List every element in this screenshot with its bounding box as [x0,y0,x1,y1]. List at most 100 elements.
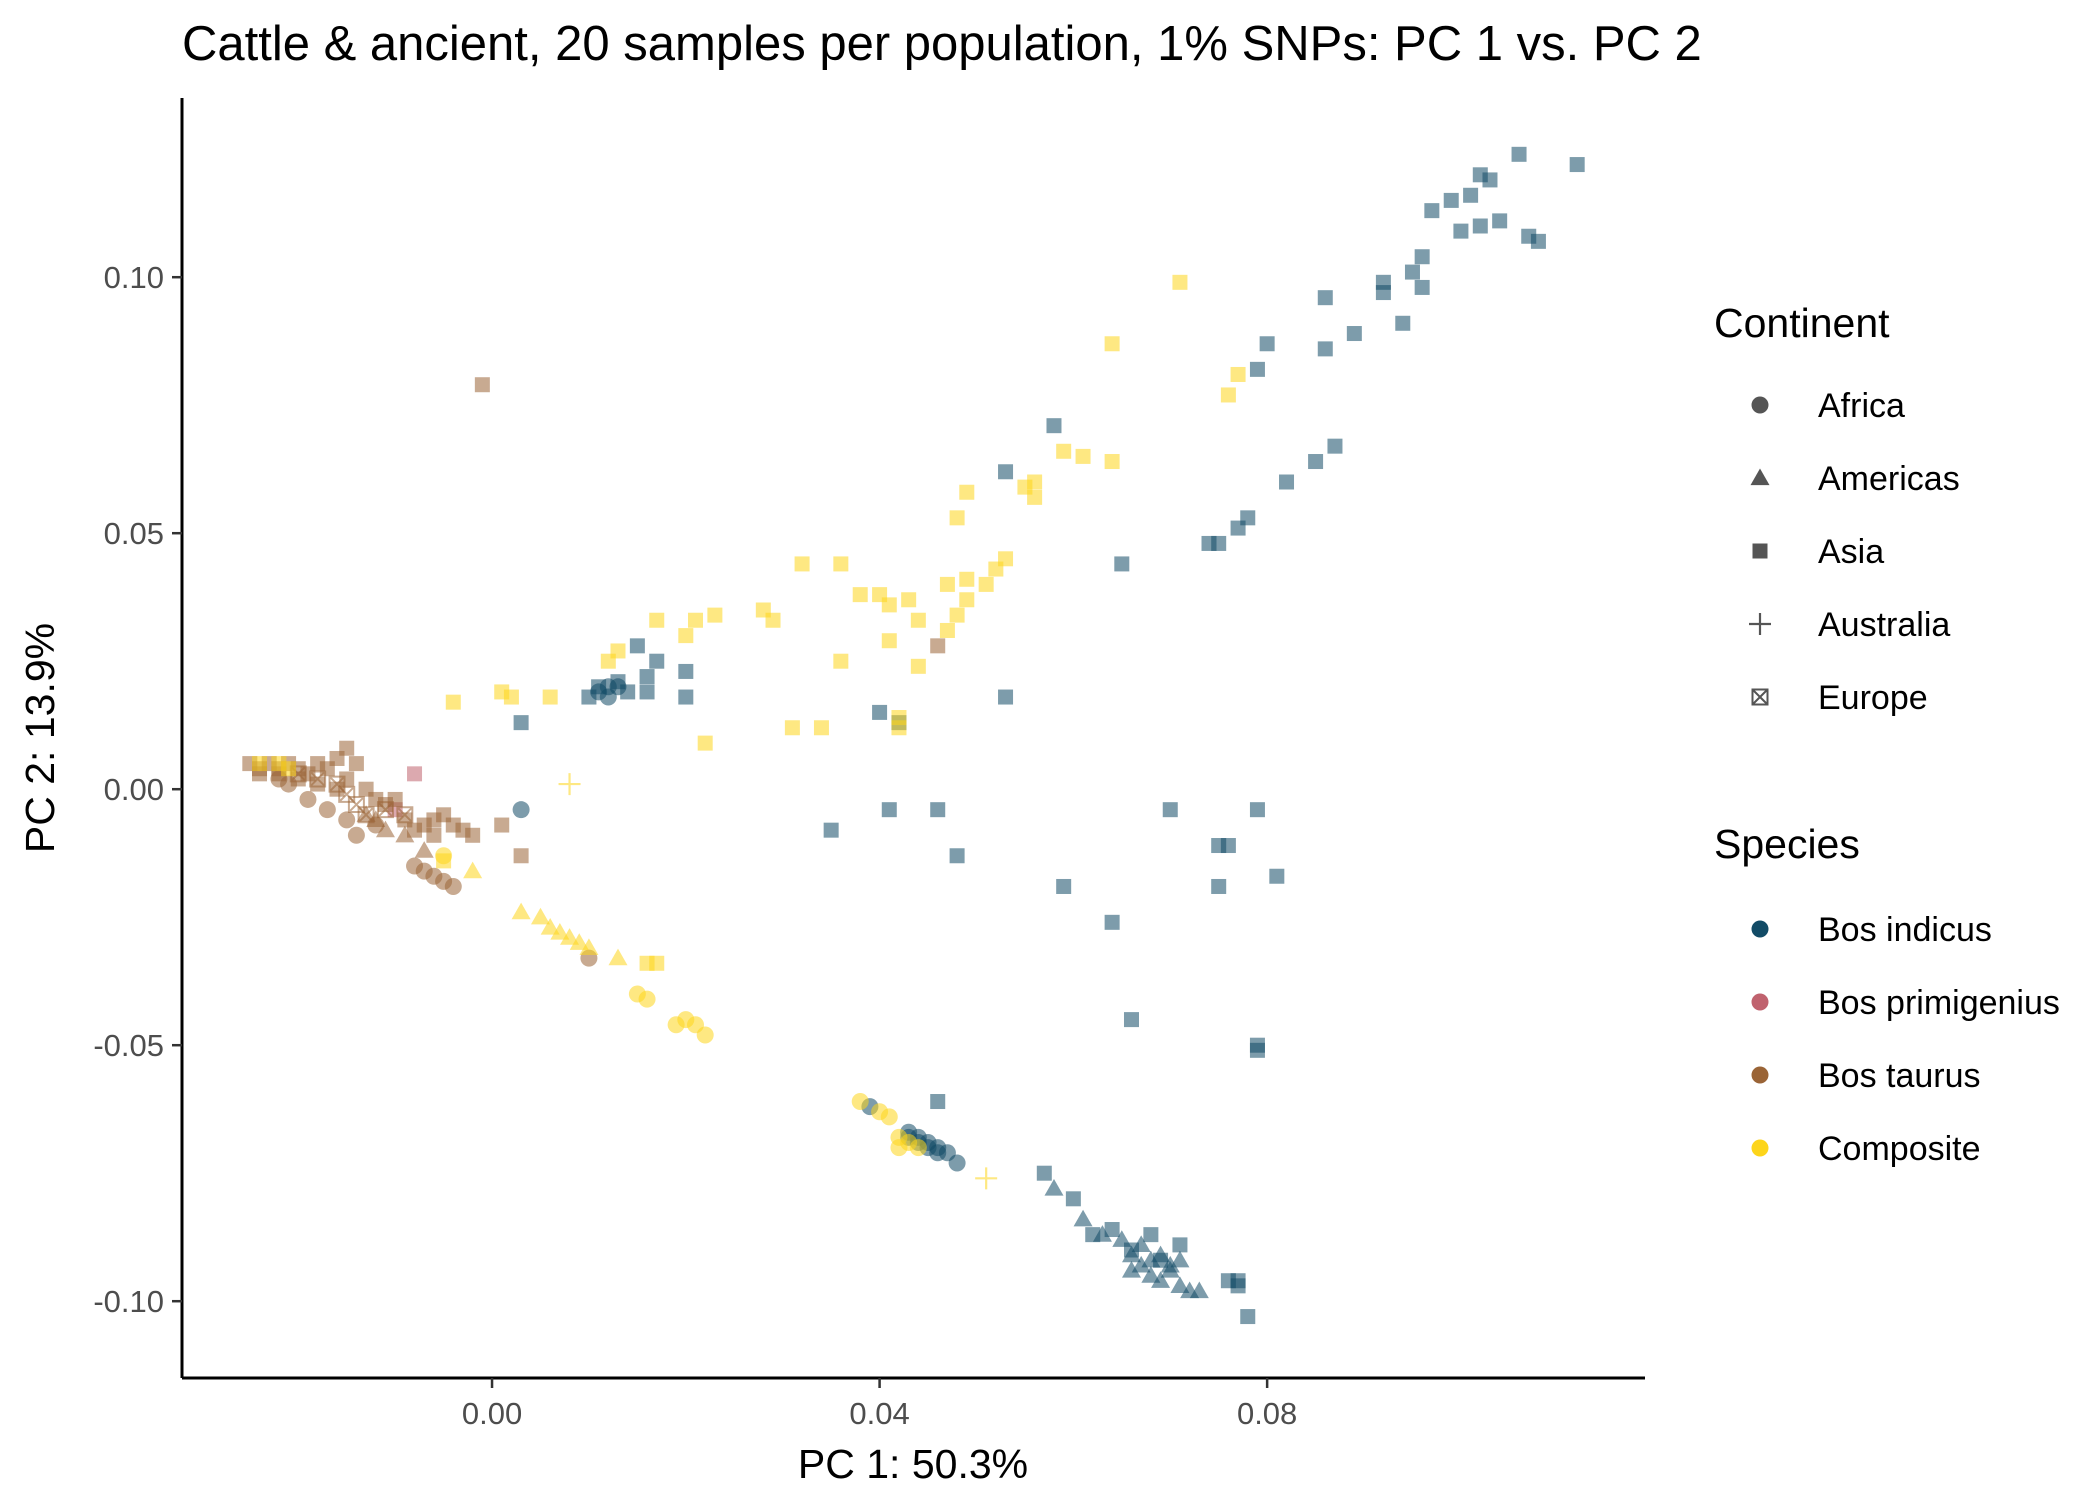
data-point-bos-indicus [1131,1235,1151,1253]
data-point-bos-indicus [1269,868,1285,884]
legend-key-bos-indicus [1751,920,1769,938]
data-point-composite [649,612,665,628]
data-point-bos-taurus [414,841,434,858]
data-point-bos-primigenius [407,766,423,782]
data-point-bos-indicus [1240,1309,1256,1325]
data-point-composite [1104,336,1120,352]
data-point-composite [909,1139,927,1157]
data-point-bos-indicus [1092,1225,1112,1242]
legend-key-bos-primigenius [1751,993,1769,1011]
data-point-bos-indicus [1327,438,1343,454]
data-point-bos-indicus [1114,556,1130,572]
data-point-bos-indicus [1279,474,1295,490]
data-point-bos-indicus [1569,157,1585,173]
data-point-bos-indicus [1160,1255,1180,1273]
data-point-bos-taurus [930,638,946,654]
data-point-bos-taurus [299,790,317,808]
data-point-bos-indicus [1511,146,1527,162]
data-point-bos-indicus [1073,1209,1093,1227]
data-point-bos-indicus [678,689,694,705]
data-point-bos-indicus [881,802,897,818]
data-point-bos-indicus [1141,1266,1161,1283]
data-point-composite [542,689,558,705]
data-point-composite [638,990,656,1008]
data-point-composite [890,1139,908,1157]
data-point-composite [511,902,531,920]
data-point-bos-taurus [494,817,510,833]
data-point-bos-indicus [1143,1227,1159,1243]
legend-key-australia [1749,613,1771,635]
data-point-bos-indicus [1211,535,1227,551]
data-point-composite [959,571,975,587]
data-point-composite [949,510,965,526]
data-point-composite [697,735,713,751]
legend-key-bos-taurus [1751,1066,1769,1084]
legend-key-asia [1752,543,1768,559]
data-point-bos-indicus [678,663,694,679]
data-point-bos-indicus [1121,1260,1141,1278]
data-point-bos-indicus [1170,1250,1190,1268]
data-point-composite [975,1167,998,1190]
data-point-bos-taurus [513,848,529,864]
data-point-bos-indicus [929,1144,947,1162]
legend-key-composite [1751,1139,1769,1157]
data-point-bos-indicus [1317,341,1333,357]
data-point-bos-taurus [338,811,356,829]
data-point-composite [252,756,268,772]
legend-label-africa: Africa [1818,387,1905,425]
data-point-bos-indicus [1065,1191,1081,1207]
legend-key-europe [1751,688,1769,706]
data-point-composite [939,622,955,638]
data-point-bos-indicus [1104,1222,1120,1238]
data-point-bos-indicus [629,638,645,654]
data-point-composite [881,597,897,613]
data-point-bos-indicus [1046,418,1062,434]
data-point-bos-indicus [1151,1271,1171,1288]
data-point-composite [939,576,955,592]
data-point-bos-indicus [1036,1165,1052,1181]
data-point-composite [1104,454,1120,470]
data-point-bos-indicus [872,704,888,720]
data-point-composite [910,612,926,628]
data-point-bos-indicus [1530,233,1546,249]
data-point-bos-indicus [1414,279,1430,295]
data-point-bos-indicus [1131,1255,1151,1273]
data-point-bos-taurus [376,801,394,819]
data-point-composite [784,720,800,736]
data-point-bos-taurus [465,827,481,843]
data-point-bos-taurus [357,806,375,824]
legend-species: Species Bos indicus Bos primigenius Bos ta… [1714,821,2060,1168]
data-point-bos-indicus [1404,264,1420,280]
legend-label-bos-taurus: Bos taurus [1818,1057,1981,1095]
data-point-composite [910,658,926,674]
data-point-bos-indicus [1346,326,1362,342]
data-point-bos-taurus [395,825,415,843]
data-point-composite [445,694,461,710]
data-point-bos-indicus [949,848,965,864]
data-point-bos-indicus [1123,1012,1139,1028]
data-point-bos-indicus [1172,1237,1188,1253]
data-point-bos-taurus [339,740,355,756]
data-point-bos-indicus [1317,290,1333,306]
data-point-composite [1027,489,1043,505]
data-point-bos-taurus [396,806,414,824]
data-point-bos-indicus [1472,167,1488,183]
data-point-composite [1220,387,1236,403]
data-point-bos-taurus [426,827,442,843]
data-point-bos-indicus [1463,187,1479,203]
data-point-bos-indicus [1230,1278,1246,1294]
data-point-bos-indicus [930,1094,946,1110]
chart-title: Cattle & ancient, 20 samples per populat… [182,17,1702,71]
data-point-composite [833,556,849,572]
data-point-composite [569,933,589,950]
legend-label-asia: Asia [1818,533,1884,571]
y-tick-label: 0.05 [104,516,164,551]
y-tick-label: -0.05 [93,1028,164,1063]
legend-key-americas [1750,468,1770,486]
data-point-bos-indicus [649,653,665,669]
data-points [242,146,1585,1325]
data-point-bos-indicus [1189,1281,1209,1299]
data-point-bos-indicus [639,684,655,700]
data-point-bos-indicus [998,464,1014,480]
